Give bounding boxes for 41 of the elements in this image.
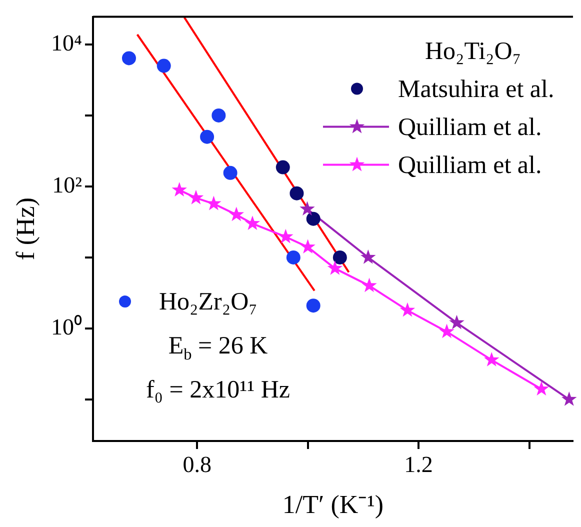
legend-label: Ho₂Zr₂O₇ (159, 288, 258, 316)
x-axis-title: 1/T′ (K⁻¹) (282, 490, 384, 519)
legend-title: Ho₂Ti₂O₇ (424, 38, 522, 65)
x-tick-label: 1.2 (404, 452, 433, 477)
x-tick-label: 0.8 (182, 452, 212, 477)
legend-label: Matsuhira et al. (398, 76, 554, 103)
point (400, 302, 416, 317)
legend-label: Quilliam et al. (398, 114, 542, 141)
point (172, 182, 187, 197)
point (188, 190, 204, 204)
point (562, 391, 577, 406)
point (306, 298, 320, 313)
point (362, 278, 377, 292)
annotation: f₀ = 2x10¹¹ Hz (146, 376, 290, 404)
point (156, 58, 171, 73)
point (228, 206, 244, 222)
point (327, 260, 343, 275)
point (223, 166, 238, 180)
point (360, 249, 376, 264)
point (300, 201, 315, 216)
point (484, 352, 500, 366)
y-tick-label: 10² (52, 172, 82, 198)
point (449, 314, 464, 330)
point (200, 130, 214, 144)
point (244, 216, 260, 230)
point (206, 196, 222, 210)
point (306, 212, 320, 226)
point (212, 108, 226, 122)
y-tick-label: 10⁴ (50, 30, 82, 56)
point (276, 160, 290, 174)
y-tick-label: 10⁰ (51, 314, 82, 340)
point (439, 324, 454, 338)
legend-label: Quilliam et al. (398, 152, 542, 179)
point (290, 186, 304, 200)
point (278, 228, 294, 244)
point (122, 51, 136, 66)
point (286, 250, 300, 264)
point (300, 239, 316, 254)
y-axis-title: f (Hz) (11, 198, 40, 260)
point (332, 250, 347, 264)
point (534, 381, 550, 396)
